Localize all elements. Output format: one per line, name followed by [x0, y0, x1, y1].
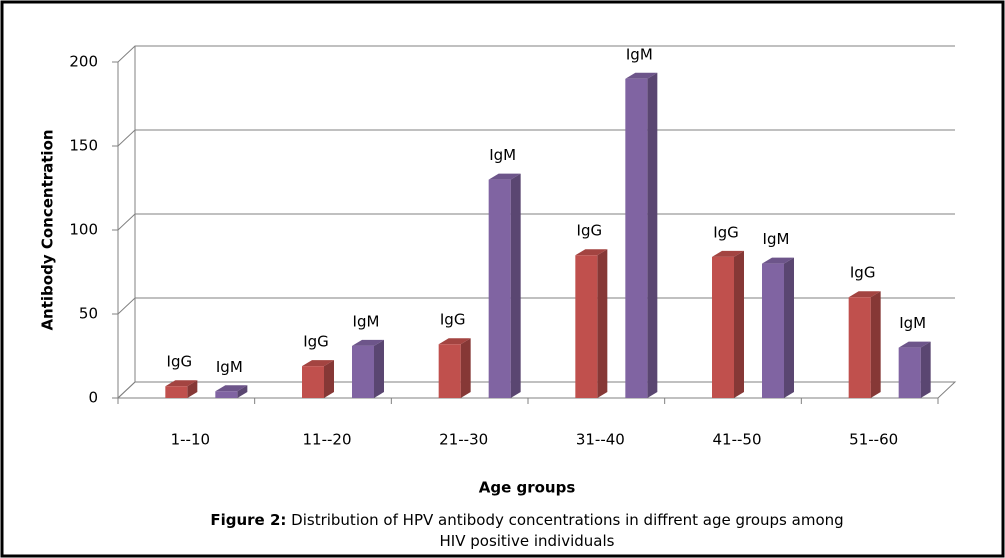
y-tick-label: 0: [88, 389, 98, 407]
data-label: IgG: [440, 311, 466, 329]
bar-face: [237, 385, 248, 398]
bar-face: [438, 338, 471, 345]
bar-face: [324, 360, 334, 398]
y-tick-label: 150: [69, 137, 98, 155]
bar-face: [597, 249, 608, 398]
bar-face: [510, 173, 521, 398]
bar-face: [712, 250, 744, 257]
grid-line: [117, 129, 955, 147]
bar-face: [352, 339, 384, 346]
bar-face: [848, 291, 881, 298]
x-axis-label: Age groups: [479, 479, 576, 497]
data-label: IgG: [850, 264, 876, 282]
bar-face: [920, 341, 931, 398]
bar-face: [460, 338, 471, 398]
bar: [165, 380, 198, 398]
bar-face: [898, 341, 931, 348]
bar-face: [215, 385, 248, 392]
y-tick-label: 100: [69, 221, 98, 239]
y-tick-label: 200: [69, 53, 98, 71]
data-label: IgG: [167, 353, 193, 371]
bar-face: [438, 344, 461, 398]
grid-line: [117, 381, 955, 399]
bar-face: [575, 255, 598, 398]
bar-face: [898, 347, 921, 398]
bar: [215, 385, 248, 398]
x-tick-label: 1--10: [171, 431, 210, 449]
bar: [762, 257, 794, 398]
caption: Figure 2: Distribution of HPV antibody c…: [210, 511, 843, 550]
bar: [712, 250, 744, 398]
bar: [575, 249, 608, 398]
y-tick-label: 50: [79, 305, 98, 323]
data-label: IgG: [713, 223, 739, 241]
bar-face: [302, 366, 324, 398]
bar: [488, 173, 521, 398]
data-label: IgM: [353, 312, 380, 330]
bar: [625, 72, 658, 399]
bar: [438, 338, 471, 398]
bar-face: [165, 386, 188, 398]
bar-face: [762, 263, 784, 398]
data-label: IgM: [626, 45, 653, 63]
x-tick-label: 11--20: [303, 431, 352, 449]
data-label: IgM: [216, 358, 243, 376]
caption-text-line: HIV positive individuals: [440, 532, 615, 550]
x-tick-label: 21--30: [439, 431, 488, 449]
x-tick-label: 31--40: [576, 431, 625, 449]
caption-text: Distribution of HPV antibody concentrati…: [286, 511, 843, 529]
caption-label: Figure 2:: [210, 511, 286, 529]
bar-face: [165, 380, 198, 387]
bar: [848, 291, 881, 398]
grid-line: [117, 297, 955, 315]
data-label: IgG: [303, 333, 329, 351]
bar-face: [625, 72, 658, 79]
data-label: IgM: [489, 146, 516, 164]
bar-face: [762, 257, 794, 264]
bar-face: [575, 249, 608, 256]
bar-face: [488, 173, 521, 180]
bar-face: [374, 339, 384, 398]
bar-face: [625, 78, 648, 399]
bar-face: [187, 380, 198, 398]
data-label: IgG: [577, 222, 603, 240]
bar-face: [302, 360, 334, 367]
bar: [898, 341, 931, 398]
bar-face: [870, 291, 881, 398]
bar-face: [488, 179, 511, 398]
bar-face: [712, 256, 734, 398]
bar-face: [848, 297, 871, 398]
grid-line: [117, 213, 955, 231]
bar-face: [215, 391, 238, 398]
bar: [352, 339, 384, 398]
grid-line: [117, 45, 955, 63]
y-axis-label: Antibody Concentration: [39, 129, 57, 330]
data-label: IgM: [763, 230, 790, 248]
bar: [302, 360, 334, 398]
bar-face: [647, 72, 658, 399]
data-label: IgM: [899, 314, 926, 332]
bar-face: [734, 250, 744, 398]
bar-face: [784, 257, 794, 398]
x-tick-label: 51--60: [849, 431, 898, 449]
x-tick-label: 41--50: [713, 431, 762, 449]
bar-face: [352, 345, 374, 398]
